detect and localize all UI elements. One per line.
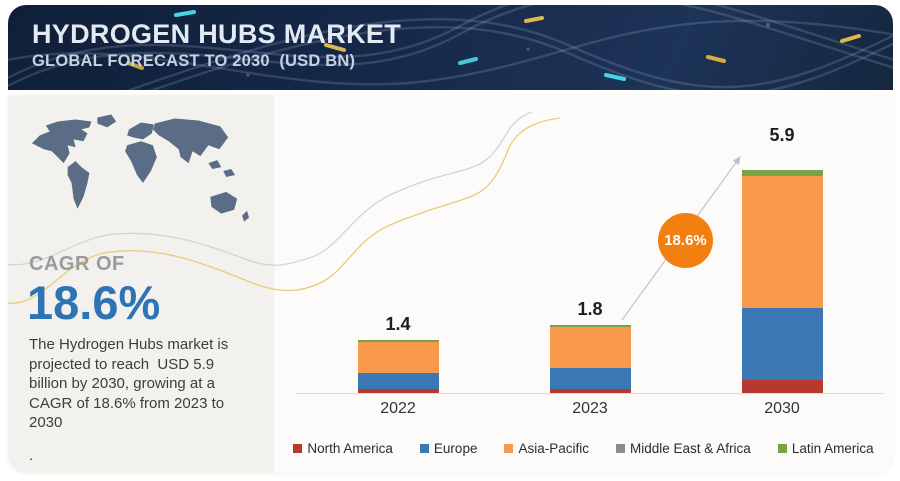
segment-north-america (741, 380, 823, 393)
bar-chart: 1.4 2022 1.8 2023 5.9 2030 (8, 95, 893, 473)
total-label-2030: 5.9 (769, 124, 795, 145)
segment-north-america (357, 389, 439, 393)
total-label-2023: 1.8 (577, 298, 603, 319)
legend: North America Europe Asia-Pacific Middle Ea… (278, 441, 889, 456)
legend-item-asia-pacific: Asia-Pacific (504, 441, 589, 456)
legend-label: Europe (433, 441, 478, 456)
footnote-dot: . (29, 447, 34, 464)
x-axis-line (296, 393, 884, 394)
total-label-2022: 1.4 (385, 314, 411, 335)
legend-label: Asia-Pacific (518, 441, 589, 456)
x-axis-label-2030: 2030 (764, 400, 800, 417)
legend-swatch-middle-east-africa (616, 444, 625, 453)
segment-latin-america (357, 340, 439, 342)
legend-item-latin-america: Latin America (777, 441, 874, 456)
legend-swatch-latin-america (777, 444, 787, 453)
market-description: The Hydrogen Hubs market is projected to… (29, 336, 233, 431)
legend-swatch-europe (419, 444, 429, 453)
legend-label: North America (307, 441, 393, 456)
segment-europe (741, 308, 823, 381)
growth-badge: 18.6% (658, 213, 713, 268)
page-subtitle: GLOBAL FORECAST TO 2030 (USD BN) (32, 52, 356, 70)
legend-label: Latin America (791, 441, 874, 456)
legend-item-north-america: North America (293, 441, 393, 456)
legend-item-middle-east-africa: Middle East & Africa (616, 441, 751, 456)
segment-middle-east-africa (741, 174, 823, 177)
segment-asia-pacific (549, 326, 631, 369)
segment-north-america (549, 389, 631, 393)
bar-column-2030 (741, 170, 823, 393)
content-card: CAGR OF 18.6% The Hydrogen Hubs market i… (8, 95, 893, 473)
x-axis-label-2022: 2022 (380, 400, 416, 417)
legend-swatch-north-america (293, 444, 303, 453)
header-network-graphic (8, 5, 893, 90)
legend-item-europe: Europe (419, 441, 478, 456)
legend-label: Middle East & Africa (630, 441, 751, 456)
segment-europe (549, 368, 631, 390)
segment-asia-pacific (741, 176, 823, 309)
segment-latin-america (549, 325, 631, 327)
x-axis-label-2023: 2023 (572, 400, 608, 417)
legend-swatch-asia-pacific (504, 444, 514, 453)
bar-column-2022 (357, 340, 439, 393)
bar-column-2023 (549, 325, 631, 393)
header: HYDROGEN HUBS MARKET GLOBAL FORECAST TO … (8, 5, 893, 90)
segment-europe (357, 372, 439, 390)
segment-asia-pacific (357, 342, 439, 373)
segment-latin-america (741, 170, 823, 175)
page-title: HYDROGEN HUBS MARKET (32, 19, 402, 49)
